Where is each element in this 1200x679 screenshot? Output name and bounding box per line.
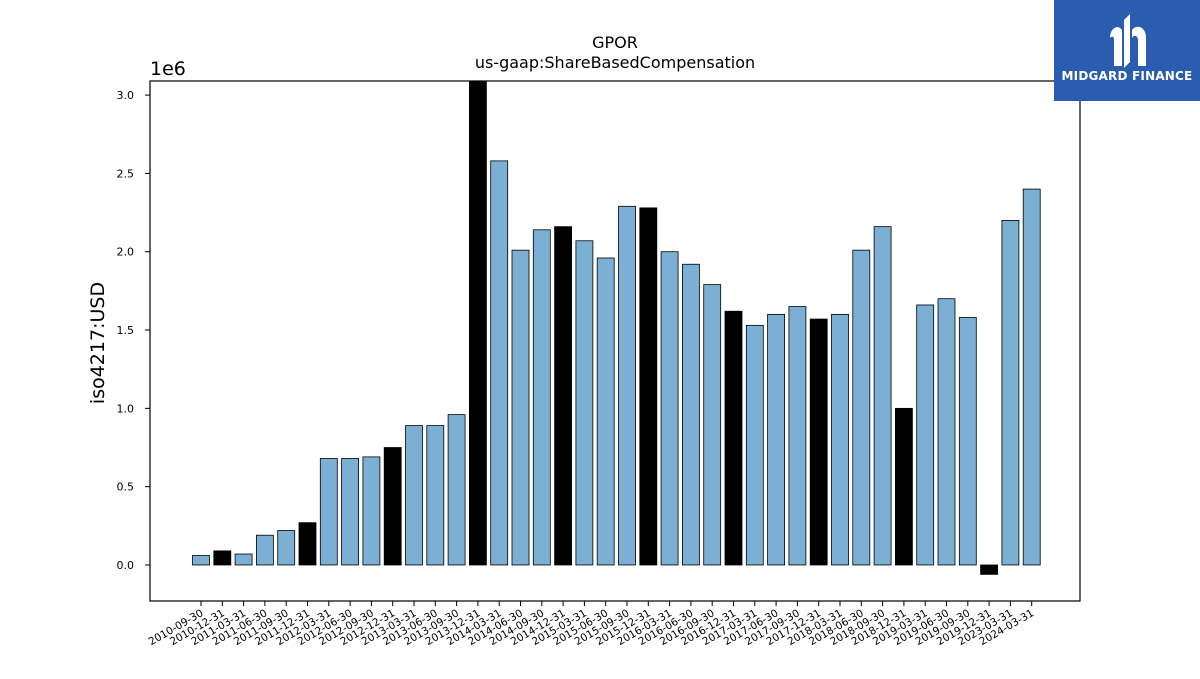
bar-2015-06-30	[596, 257, 615, 566]
bar-2019-03-31	[916, 304, 935, 566]
bar-2013-09-30	[447, 414, 466, 566]
bar-2017-03-31	[745, 324, 764, 566]
bar-2012-12-31	[383, 447, 402, 566]
bar-2019-12-31	[980, 564, 998, 575]
bar-2010-12-31	[213, 550, 232, 566]
bar-2018-06-30	[852, 249, 871, 566]
bars-group	[192, 80, 1041, 575]
bar-2023-03-31	[1001, 219, 1020, 566]
bar-2019-06-30	[937, 298, 956, 566]
y-tick-label: 0.5	[117, 481, 135, 494]
y-tick-label: 2.5	[117, 167, 135, 180]
bar-2017-09-30	[788, 306, 807, 566]
bar-2014-06-30	[511, 249, 530, 566]
bar-2015-12-31	[639, 207, 658, 566]
y-tick-label: 0.0	[117, 559, 135, 572]
chart-subtitle: us-gaap:ShareBasedCompensation	[475, 53, 755, 72]
bar-2015-03-31	[575, 240, 594, 566]
bar-2014-03-31	[490, 160, 509, 566]
y-axis-label: iso4217:USD	[87, 282, 109, 404]
bar-2016-09-30	[703, 284, 722, 566]
bar-2013-03-31	[405, 425, 423, 566]
y-tick-label: 2.0	[117, 246, 135, 259]
logo-text: MIDGARD FINANCE	[1061, 69, 1193, 83]
bar-2015-09-30	[618, 205, 636, 566]
x-axis: 2010-09-302010-12-312011-03-312011-06-30…	[147, 601, 1036, 648]
y-tick-label: 1.0	[117, 402, 135, 415]
bar-2018-03-31	[831, 313, 849, 566]
bar-2013-06-30	[426, 425, 445, 566]
bar-2017-06-30	[767, 313, 785, 566]
bar-2013-12-31	[468, 80, 487, 566]
bar-2016-06-30	[682, 263, 700, 566]
y-axis: 0.0 0.5 1.0 1.5 2.0 2.5 3.0	[117, 89, 150, 572]
bar-2016-12-31	[724, 310, 743, 566]
bar-2014-09-30	[532, 229, 551, 566]
bar-2011-06-30	[255, 534, 274, 566]
bar-2018-09-30	[873, 226, 892, 566]
y-tick-label: 3.0	[117, 89, 135, 102]
logo-mark-icon	[1110, 14, 1146, 68]
bar-2011-03-31	[234, 553, 253, 566]
bar-2011-12-31	[298, 522, 317, 566]
bar-2012-09-30	[362, 456, 381, 566]
bar-2012-03-31	[319, 458, 338, 566]
bar-2016-03-31	[660, 251, 679, 566]
bar-2012-06-30	[341, 458, 360, 566]
bar-2017-12-31	[809, 318, 828, 566]
bar-2014-12-31	[554, 226, 572, 566]
bar-2010-09-30	[192, 555, 210, 566]
y-tick-label: 1.5	[117, 324, 135, 337]
chart-title: GPOR	[592, 33, 638, 52]
plot-frame	[149, 80, 1081, 602]
bar-2011-09-30	[277, 530, 296, 566]
bar-2024-03-31	[1022, 188, 1041, 566]
brand-logo: MIDGARD FINANCE	[1054, 0, 1200, 101]
bar-2018-12-31	[895, 407, 913, 566]
y-scale-label: 1e6	[150, 58, 186, 80]
bar-2019-09-30	[958, 317, 977, 566]
